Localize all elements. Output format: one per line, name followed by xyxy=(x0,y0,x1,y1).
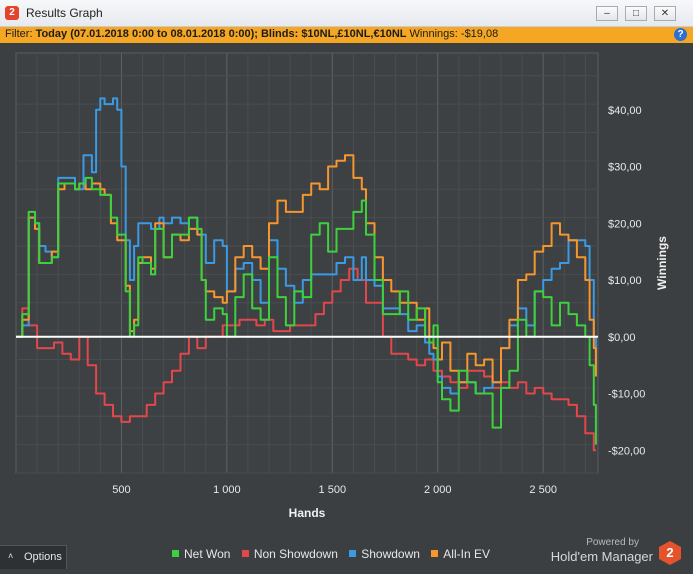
y-tick-label: $30,00 xyxy=(608,162,642,174)
plot-area xyxy=(15,52,599,474)
y-tick-label: -$20,00 xyxy=(608,445,645,457)
chart-legend: Net Won Non Showdown Showdown All-In EV xyxy=(172,547,498,561)
y-tick-label: $40,00 xyxy=(608,105,642,117)
window-title: Results Graph xyxy=(26,6,103,20)
y-tick-label: $0,00 xyxy=(608,332,636,344)
x-axis-title: Hands xyxy=(289,506,326,520)
legend-label-net-won: Net Won xyxy=(184,547,231,561)
x-tick-label: 1 500 xyxy=(319,484,347,496)
x-tick-label: 2 000 xyxy=(424,484,452,496)
legend-swatch-all-in-ev xyxy=(431,550,439,558)
filter-value: Today (07.01.2018 0:00 to 08.01.2018 0:0… xyxy=(35,28,407,40)
brand-name: Hold'em Manager xyxy=(550,549,653,564)
legend-item-all-in-ev[interactable]: All-In EV xyxy=(431,547,490,561)
y-axis-title: Winnings xyxy=(655,236,669,290)
legend-label-non-showdown: Non Showdown xyxy=(253,547,338,561)
help-icon[interactable]: ? xyxy=(674,28,687,41)
brand-logo-icon: 2 xyxy=(659,541,681,565)
x-tick-label: 2 500 xyxy=(529,484,557,496)
x-tick-label: 500 xyxy=(112,484,130,496)
minimize-button[interactable]: – xyxy=(596,6,618,21)
x-tick-label: 1 000 xyxy=(213,484,241,496)
options-label: Options xyxy=(24,551,62,563)
maximize-button[interactable]: □ xyxy=(625,6,647,21)
chart-svg: -$20,00 -$10,00 $0,00 $10,00 $20,00 $30,00 $40… xyxy=(15,52,669,520)
legend-swatch-non-showdown xyxy=(241,550,249,558)
y-tick-label: $10,00 xyxy=(608,275,642,287)
filter-description[interactable]: Filter: Today (07.01.2018 0:00 to 08.01.… xyxy=(5,28,498,40)
powered-by-text: Powered by xyxy=(586,537,639,548)
legend-label-all-in-ev: All-In EV xyxy=(443,547,490,561)
options-button[interactable]: ˄ Options xyxy=(0,545,67,569)
legend-label-showdown: Showdown xyxy=(361,547,420,561)
app-logo-icon: 2 xyxy=(5,6,19,20)
y-tick-label: -$10,00 xyxy=(608,389,645,401)
y-tick-label: $20,00 xyxy=(608,218,642,230)
filter-prefix: Filter: xyxy=(5,28,36,40)
legend-item-non-showdown[interactable]: Non Showdown xyxy=(241,547,338,561)
brand-block: Powered by Hold'em Manager 2 xyxy=(545,537,685,567)
legend-item-showdown[interactable]: Showdown xyxy=(349,547,420,561)
legend-swatch-net-won xyxy=(172,550,179,558)
series-line-non-showdown xyxy=(16,267,596,452)
title-bar: 2 Results Graph – □ ✕ xyxy=(0,0,693,27)
winnings-summary: Winnings: -$19,08 xyxy=(409,28,499,40)
chevron-up-icon: ˄ xyxy=(8,551,14,561)
results-chart: -$20,00 -$10,00 $0,00 $10,00 $20,00 $30,00 $40… xyxy=(0,43,693,569)
filter-bar[interactable]: Filter: Today (07.01.2018 0:00 to 08.01.… xyxy=(0,27,693,43)
close-button[interactable]: ✕ xyxy=(654,6,676,21)
legend-item-net-won[interactable]: Net Won xyxy=(172,547,230,561)
series-line-all-in-ev xyxy=(16,154,597,384)
series-line-net-won xyxy=(16,176,597,445)
legend-swatch-showdown xyxy=(349,550,357,558)
